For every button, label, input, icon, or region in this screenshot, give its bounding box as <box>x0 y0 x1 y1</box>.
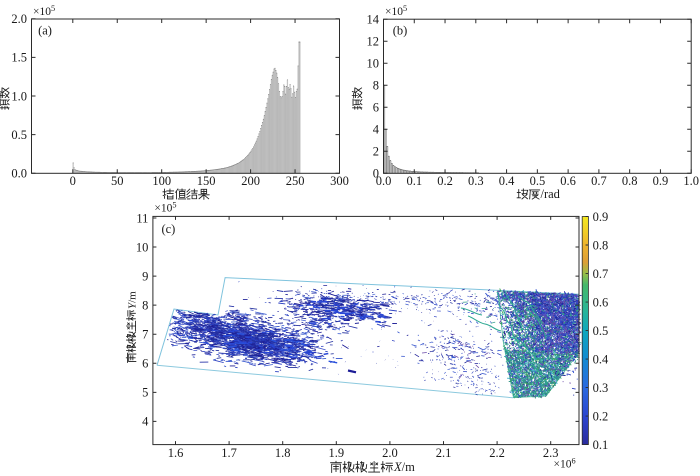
svg-text:0.5: 0.5 <box>593 324 609 338</box>
svg-text:1.9: 1.9 <box>328 446 344 460</box>
svg-text:6: 6 <box>142 357 148 371</box>
svg-text:300: 300 <box>330 174 349 188</box>
svg-text:×105: ×105 <box>385 4 407 18</box>
svg-text:/rad: /rad <box>541 187 561 201</box>
svg-text:0.7: 0.7 <box>591 174 607 188</box>
svg-text:8: 8 <box>373 79 379 93</box>
svg-text:5: 5 <box>142 386 148 400</box>
svg-text:2: 2 <box>373 145 379 159</box>
svg-text:12: 12 <box>367 35 380 49</box>
svg-text:50: 50 <box>111 174 124 188</box>
svg-text:0.8: 0.8 <box>622 174 638 188</box>
svg-text:0.5: 0.5 <box>530 174 546 188</box>
svg-text:1.5: 1.5 <box>11 51 27 65</box>
svg-text:0: 0 <box>373 167 379 181</box>
svg-text:0.9: 0.9 <box>593 210 609 224</box>
svg-text:4: 4 <box>142 415 149 429</box>
svg-text:×105: ×105 <box>33 4 55 18</box>
svg-text:2.3: 2.3 <box>543 446 559 460</box>
svg-text:6: 6 <box>373 101 379 115</box>
svg-text:11: 11 <box>136 211 148 225</box>
svg-text:150: 150 <box>197 174 216 188</box>
svg-text:2.2: 2.2 <box>489 446 505 460</box>
svg-text:(c): (c) <box>161 222 175 236</box>
svg-text:2.0: 2.0 <box>11 12 27 26</box>
svg-text:0.2: 0.2 <box>593 409 609 423</box>
svg-text:1.8: 1.8 <box>275 446 291 460</box>
svg-text:0.6: 0.6 <box>560 174 576 188</box>
svg-text:1.0: 1.0 <box>11 89 27 103</box>
svg-text:100: 100 <box>152 174 171 188</box>
svg-text:0.4: 0.4 <box>593 352 609 366</box>
svg-text:1.0: 1.0 <box>683 174 699 188</box>
svg-text:2.1: 2.1 <box>436 446 452 460</box>
svg-text:200: 200 <box>241 174 260 188</box>
svg-text:(b): (b) <box>393 24 408 38</box>
svg-text:0.9: 0.9 <box>653 174 669 188</box>
svg-text:4: 4 <box>373 123 380 137</box>
svg-text:7: 7 <box>142 328 148 342</box>
svg-text:9: 9 <box>142 269 148 283</box>
svg-text:×105: ×105 <box>154 201 176 215</box>
svg-text:10: 10 <box>367 57 380 71</box>
svg-text:0.1: 0.1 <box>593 438 609 452</box>
svg-text:0.6: 0.6 <box>593 295 609 309</box>
svg-text:10: 10 <box>136 240 149 254</box>
svg-text:(a): (a) <box>38 23 52 37</box>
svg-text:0.7: 0.7 <box>593 267 609 281</box>
svg-text:2.0: 2.0 <box>382 446 398 460</box>
svg-text:8: 8 <box>142 299 148 313</box>
svg-text:0.4: 0.4 <box>499 174 515 188</box>
svg-text:Y/m: Y/m <box>126 291 138 309</box>
svg-text:×106: ×106 <box>554 457 576 471</box>
svg-text:0.2: 0.2 <box>437 174 453 188</box>
svg-text:14: 14 <box>367 13 380 27</box>
svg-text:0.8: 0.8 <box>593 238 609 252</box>
svg-text:1.6: 1.6 <box>168 446 184 460</box>
svg-text:0.3: 0.3 <box>593 381 609 395</box>
svg-text:0.3: 0.3 <box>468 174 484 188</box>
svg-text:0.5: 0.5 <box>11 128 27 142</box>
svg-text:X/m: X/m <box>393 460 415 474</box>
svg-text:0.0: 0.0 <box>11 167 27 181</box>
svg-text:0: 0 <box>70 174 76 188</box>
svg-text:1.7: 1.7 <box>221 446 237 460</box>
svg-text:0.0: 0.0 <box>376 174 392 188</box>
svg-text:250: 250 <box>286 174 305 188</box>
svg-text:0.1: 0.1 <box>406 174 422 188</box>
